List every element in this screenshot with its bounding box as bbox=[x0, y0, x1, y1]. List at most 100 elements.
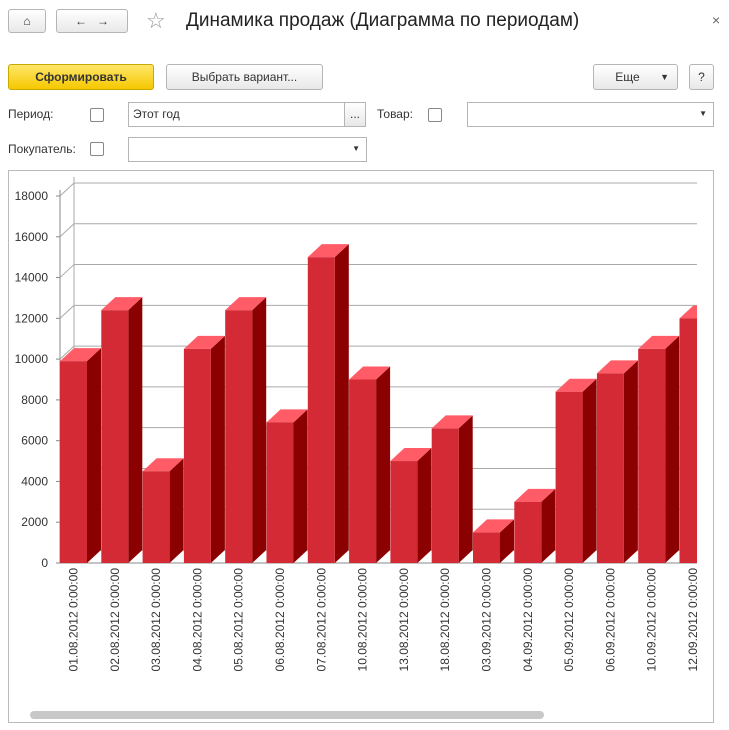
scrollbar-thumb[interactable] bbox=[30, 711, 544, 719]
bar-top bbox=[555, 378, 597, 392]
x-tick-label: 07.08.2012 0:00:00 bbox=[314, 568, 328, 672]
bar bbox=[101, 297, 143, 563]
y-tick-label: 2000 bbox=[21, 515, 48, 529]
bar-front bbox=[142, 471, 170, 563]
x-tick-label: 04.09.2012 0:00:00 bbox=[521, 568, 535, 672]
bar bbox=[349, 366, 391, 563]
bar-top bbox=[431, 415, 473, 429]
x-tick-label: 01.08.2012 0:00:00 bbox=[67, 568, 81, 672]
bar-side bbox=[623, 360, 638, 563]
x-tick-label: 03.09.2012 0:00:00 bbox=[480, 568, 494, 672]
y-tick-label: 18000 bbox=[15, 189, 49, 203]
chart: 01.08.2012 0:00:00 02.08.2012 0:00:00 03.0… bbox=[15, 177, 714, 719]
chart-panel bbox=[8, 170, 714, 723]
more-button[interactable]: Еще ▼ bbox=[593, 64, 678, 90]
bar-top bbox=[183, 335, 225, 349]
nav-buttons[interactable]: ← → bbox=[56, 9, 128, 33]
bar-front bbox=[514, 501, 542, 563]
bar-side bbox=[376, 366, 391, 563]
bar bbox=[473, 519, 514, 563]
bar bbox=[307, 244, 349, 563]
generate-button[interactable]: Сформировать bbox=[8, 64, 154, 90]
bar-front bbox=[679, 318, 697, 563]
bar-front bbox=[596, 373, 624, 563]
bar-top bbox=[390, 448, 432, 462]
grid-line bbox=[59, 182, 75, 197]
bar-front bbox=[473, 532, 500, 563]
bar bbox=[225, 297, 267, 563]
x-tick-label: 10.09.2012 0:00:00 bbox=[645, 568, 659, 672]
bar-side bbox=[169, 458, 184, 563]
bar bbox=[60, 348, 101, 563]
bar-top bbox=[307, 244, 349, 258]
x-tick-label: 12.09.2012 0:00:00 bbox=[686, 568, 700, 672]
bar-top bbox=[349, 366, 391, 380]
bar-top bbox=[679, 305, 697, 319]
bar bbox=[555, 378, 597, 563]
bar-side bbox=[707, 305, 714, 563]
bar-front bbox=[638, 348, 666, 563]
y-tick-label: 8000 bbox=[21, 393, 48, 407]
bar-front bbox=[555, 391, 583, 563]
bar bbox=[638, 335, 680, 563]
bar bbox=[514, 488, 556, 563]
bar-side bbox=[128, 297, 143, 563]
bar-side bbox=[665, 335, 680, 563]
bar-side bbox=[87, 348, 101, 563]
y-tick-label: 16000 bbox=[15, 230, 49, 244]
y-tick-label: 4000 bbox=[21, 474, 48, 488]
favorite-star[interactable]: ☆ bbox=[146, 8, 166, 33]
x-tick-label: 06.09.2012 0:00:00 bbox=[603, 568, 617, 672]
grid-line bbox=[59, 223, 75, 238]
bar-top bbox=[101, 297, 143, 311]
bar-side bbox=[210, 335, 225, 563]
help-button[interactable]: ? bbox=[689, 64, 714, 90]
bar-front bbox=[390, 461, 418, 563]
bar-top bbox=[225, 297, 267, 311]
y-tick-label: 10000 bbox=[15, 352, 49, 366]
bar bbox=[266, 409, 308, 563]
x-tick-label: 03.08.2012 0:00:00 bbox=[149, 568, 163, 672]
bar-top bbox=[266, 409, 308, 423]
period-select[interactable]: ... bbox=[344, 102, 366, 127]
bar-top bbox=[60, 348, 101, 362]
x-tick-label: 18.08.2012 0:00:00 bbox=[438, 568, 452, 672]
x-tick-label: 10.08.2012 0:00:00 bbox=[356, 568, 370, 672]
grid-line bbox=[59, 304, 75, 319]
y-tick-label: 0 bbox=[41, 556, 48, 570]
x-tick-label: 05.09.2012 0:00:00 bbox=[562, 568, 576, 672]
bar-side bbox=[417, 448, 432, 563]
bar-front bbox=[266, 422, 294, 563]
more-label: Еще bbox=[615, 70, 640, 84]
period-checkbox[interactable] bbox=[90, 108, 104, 122]
x-tick-label: 06.08.2012 0:00:00 bbox=[273, 568, 287, 672]
variant-button[interactable]: Выбрать вариант... bbox=[166, 64, 323, 90]
period-input[interactable]: Этот год bbox=[128, 102, 345, 127]
bar-front bbox=[101, 310, 129, 563]
bar-front bbox=[349, 379, 377, 563]
product-checkbox[interactable] bbox=[428, 108, 442, 122]
buyer-label: Покупатель: bbox=[8, 142, 76, 156]
bar-side bbox=[252, 297, 267, 563]
buyer-checkbox[interactable] bbox=[90, 142, 104, 156]
y-tick-label: 14000 bbox=[15, 271, 49, 285]
period-label: Период: bbox=[8, 107, 54, 121]
x-tick-label: 02.08.2012 0:00:00 bbox=[108, 568, 122, 672]
bar bbox=[596, 360, 638, 563]
bar-front bbox=[60, 361, 87, 563]
bar-front bbox=[225, 310, 253, 563]
bar-front bbox=[431, 428, 459, 563]
close-button[interactable]: × bbox=[712, 12, 721, 28]
bar-front bbox=[183, 348, 211, 563]
y-tick-label: 12000 bbox=[15, 311, 49, 325]
bar bbox=[183, 335, 225, 563]
grid-line bbox=[59, 264, 75, 278]
product-input[interactable]: ▼ bbox=[467, 102, 714, 127]
buyer-input[interactable]: ▼ bbox=[128, 137, 367, 162]
bar-top bbox=[142, 458, 184, 472]
x-tick-label: 04.08.2012 0:00:00 bbox=[190, 568, 204, 672]
home-button[interactable]: ⌂ bbox=[8, 9, 46, 33]
x-tick-label: 13.08.2012 0:00:00 bbox=[397, 568, 411, 672]
bar-top bbox=[596, 360, 638, 374]
